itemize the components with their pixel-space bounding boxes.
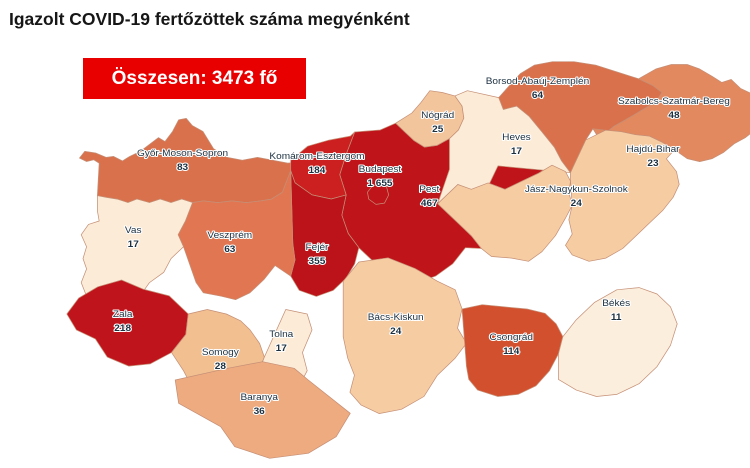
svg-text:63: 63 [224,244,236,255]
svg-text:24: 24 [571,198,583,209]
svg-text:17: 17 [128,239,140,250]
svg-text:Vas: Vas [125,225,142,236]
svg-text:Borsod-Abaúj-Zemplén: Borsod-Abaúj-Zemplén [486,76,589,87]
svg-text:Baranya: Baranya [240,392,278,403]
svg-text:Komárom-Esztergom: Komárom-Esztergom [269,151,364,162]
svg-text:17: 17 [511,146,523,157]
svg-text:36: 36 [254,406,266,417]
svg-text:Szabolcs-Szatmár-Bereg: Szabolcs-Szatmár-Bereg [618,96,730,107]
svg-text:Békés: Békés [602,298,630,309]
svg-text:Budapest: Budapest [359,164,402,175]
svg-text:23: 23 [647,158,659,169]
svg-text:25: 25 [432,124,444,135]
svg-text:Somogy: Somogy [202,347,239,358]
svg-text:Bács-Kiskun: Bács-Kiskun [368,312,424,323]
svg-text:28: 28 [215,361,227,372]
svg-text:Győr-Moson-Sopron: Győr-Moson-Sopron [137,148,228,159]
svg-text:Tolna: Tolna [269,329,294,340]
svg-text:83: 83 [177,162,189,173]
svg-text:24: 24 [390,326,402,337]
svg-text:184: 184 [309,165,326,176]
svg-text:48: 48 [668,110,680,121]
svg-text:17: 17 [276,343,288,354]
svg-text:Veszprém: Veszprém [207,230,252,241]
svg-text:64: 64 [532,90,544,101]
svg-text:11: 11 [611,312,622,323]
svg-text:Hajdú-Bihar: Hajdú-Bihar [626,144,680,155]
svg-text:355: 355 [309,256,326,267]
svg-text:Nógrád: Nógrád [421,110,454,121]
svg-text:467: 467 [421,198,438,209]
svg-text:Fejér: Fejér [305,242,329,253]
svg-text:Heves: Heves [502,132,531,143]
svg-text:1 655: 1 655 [367,178,393,189]
svg-text:Zala: Zala [113,309,133,320]
svg-text:Jász-Nagykun-Szolnok: Jász-Nagykun-Szolnok [525,184,628,195]
svg-text:114: 114 [503,346,520,357]
svg-text:218: 218 [114,323,131,334]
svg-text:Csongrád: Csongrád [489,332,533,343]
svg-text:Pest: Pest [419,184,439,195]
